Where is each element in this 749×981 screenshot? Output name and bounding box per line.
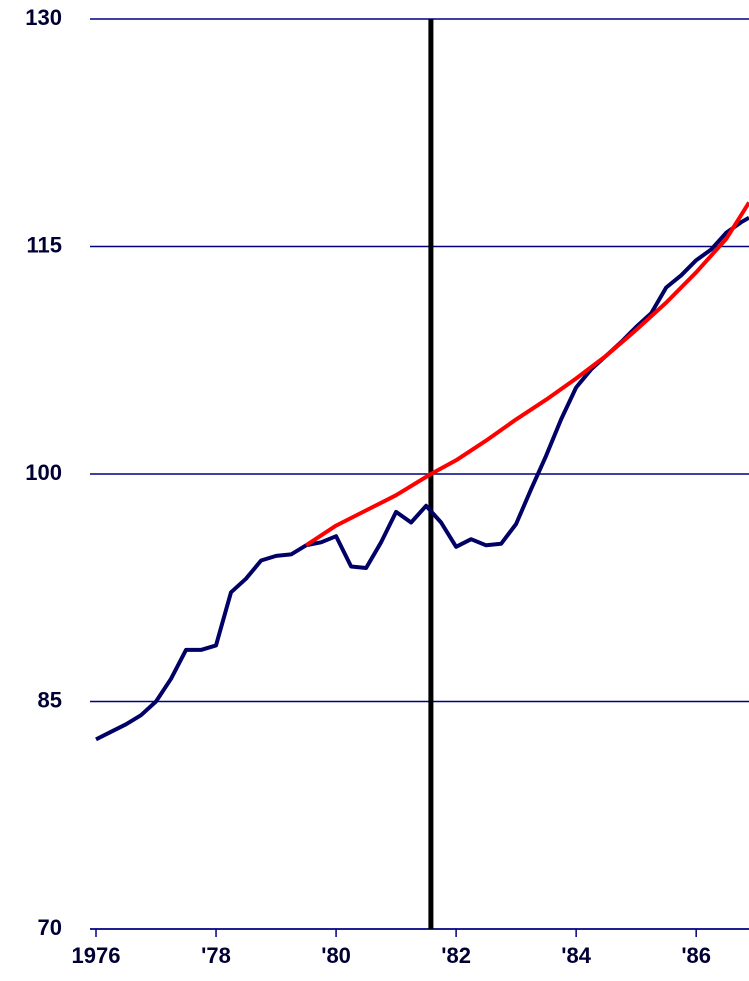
y-tick-label: 70 — [38, 915, 62, 940]
y-tick-label: 130 — [25, 5, 62, 30]
x-tick-label: 1976 — [72, 943, 121, 968]
y-tick-label: 100 — [25, 460, 62, 485]
y-tick-label: 115 — [27, 232, 63, 257]
series-line — [95, 215, 749, 742]
x-tick-label: '78 — [201, 943, 231, 968]
y-tick-label: 85 — [38, 687, 62, 712]
series-line — [305, 201, 749, 547]
x-tick-label: '82 — [441, 943, 471, 968]
x-tick-label: '80 — [321, 943, 351, 968]
x-tick-label: '86 — [681, 943, 711, 968]
x-tick-label: '84 — [561, 943, 591, 968]
